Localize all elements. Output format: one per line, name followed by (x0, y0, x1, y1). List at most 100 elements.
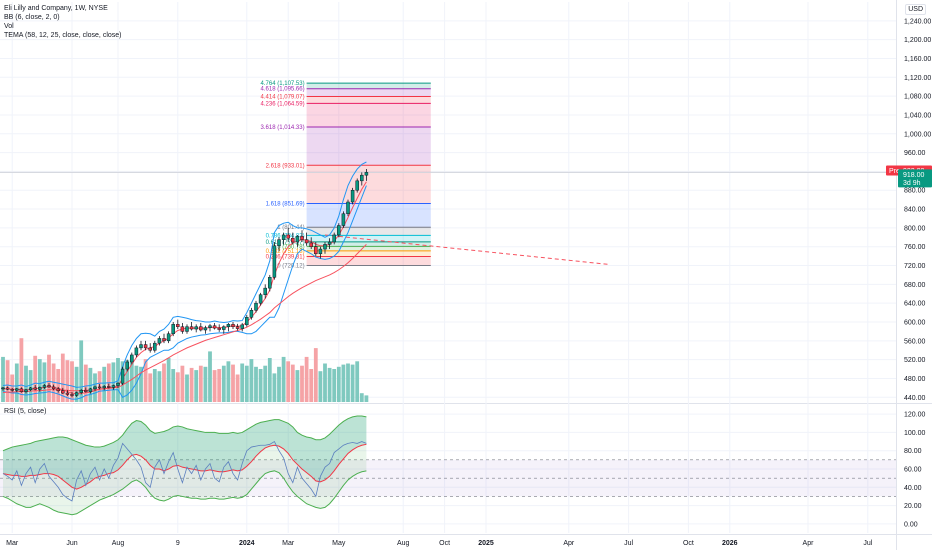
candle-body (318, 248, 323, 255)
candle-body (341, 213, 346, 226)
time-axis: Mar Jun Aug 9 2024 Mar May Aug Oct 2025 Apr Jul Oct 2… (6, 540, 873, 547)
volume-bar (180, 365, 185, 402)
candle-body (304, 239, 309, 244)
candle-body (153, 342, 157, 351)
last-value: 918.00 (903, 172, 925, 179)
fib-level-label: 0.5 (760.78) (272, 244, 304, 250)
volume-bar (327, 367, 332, 402)
volume-bar (203, 366, 208, 402)
candle-body (24, 389, 28, 392)
bb-lower-line (2, 185, 367, 400)
candle-body (10, 389, 14, 391)
candle-body (120, 368, 125, 384)
time-tick-label: Apr (563, 540, 575, 547)
rsi-tick-label: 80.00 (904, 448, 922, 455)
candle-body (258, 294, 263, 304)
candle-body (277, 239, 281, 247)
candle-body (130, 354, 134, 363)
candle-body (111, 385, 116, 388)
candle-body (199, 326, 203, 331)
candle-body (139, 344, 143, 349)
time-tick-label: Mar (6, 540, 19, 547)
countdown: 3d 9h (903, 180, 921, 187)
price-tick-label: 1,000.00 (904, 131, 931, 138)
price-tick-label: 1,200.00 (904, 37, 931, 44)
candle-body (180, 326, 185, 332)
legend-tema[interactable]: TEMA (58, 12, 25, close, close, close) (4, 32, 122, 39)
rsi-legend[interactable]: RSI (5, close) (4, 408, 47, 415)
candle-body (212, 325, 217, 329)
time-tick-label: 9 (176, 540, 180, 547)
volume-bar (102, 366, 107, 402)
candle-body (300, 236, 304, 240)
fib-level-label: 1.618 (851.69) (266, 202, 305, 208)
price-tick-label: 480.00 (904, 376, 926, 383)
volume-bar (143, 359, 148, 402)
pre-label: Pre (889, 168, 900, 175)
time-tick-label: 2024 (239, 540, 255, 547)
candle-body (203, 327, 208, 331)
candle-body (364, 172, 369, 176)
chart-legend: Eli Lilly and Company, 1W, NYSE BB (6, c… (4, 4, 122, 40)
volume-bar (162, 363, 166, 402)
fib-level-label: 3.618 (1,014.33) (261, 125, 305, 131)
fib-zone (306, 88, 431, 97)
volume-bar (33, 355, 38, 402)
candles (1, 169, 369, 398)
candle-body (189, 326, 194, 330)
fib-zone (306, 103, 431, 128)
candle-body (28, 387, 33, 391)
candle-body (79, 389, 83, 393)
fib-zone (306, 235, 431, 242)
time-tick-label: Aug (397, 540, 410, 547)
volume-bar (221, 365, 226, 402)
volume-bar (152, 369, 157, 402)
fib-zone (306, 256, 431, 266)
volume-bar (267, 358, 272, 402)
volume-bar (189, 367, 194, 402)
time-tick-label: Aug (112, 540, 125, 547)
candle-body (355, 180, 359, 191)
volume-bar (263, 365, 268, 402)
volume-bar (359, 393, 364, 402)
candle-body (222, 326, 226, 330)
legend-bb[interactable]: BB (6, close, 2, 0) (4, 14, 60, 21)
candle-body (346, 201, 350, 215)
volume-bar (212, 370, 217, 402)
candle-body (143, 344, 148, 349)
candle-body (281, 234, 286, 240)
candle-body (323, 244, 327, 250)
legend-vol[interactable]: Vol (4, 23, 14, 30)
volume-bar (175, 372, 180, 402)
volume-bar (60, 353, 65, 402)
volume-bar (74, 366, 79, 402)
candle-body (217, 327, 221, 330)
fib-zone (306, 127, 431, 166)
time-tick-label: Jul (863, 540, 872, 547)
fib-zone (306, 250, 431, 257)
candle-body (70, 394, 74, 396)
legend-symbol[interactable]: Eli Lilly and Company, 1W, NYSE (4, 5, 108, 12)
volume-bar (157, 371, 162, 402)
candle-body (171, 324, 175, 335)
candle-body (166, 333, 171, 342)
candle-body (47, 385, 51, 388)
candle-body (102, 386, 106, 389)
fib-extension: 0 (720.12)0.236 (739.31)0.382 (751.18)0.… (261, 81, 431, 269)
candle-body (360, 174, 364, 182)
volume-bar (318, 371, 323, 402)
price-tick-label: 760.00 (904, 244, 926, 251)
candle-body (51, 386, 56, 390)
volume-bar (28, 370, 33, 402)
volume-bar (272, 373, 277, 402)
fib-zone (306, 241, 431, 247)
candle-body (208, 325, 212, 328)
candle-body (61, 390, 65, 394)
volume-bar (300, 365, 304, 402)
volume-bar (290, 364, 295, 402)
candle-body (226, 324, 231, 327)
currency-button[interactable]: USD (905, 4, 926, 15)
price-tick-label: 560.00 (904, 338, 926, 345)
candle-body (286, 234, 290, 239)
